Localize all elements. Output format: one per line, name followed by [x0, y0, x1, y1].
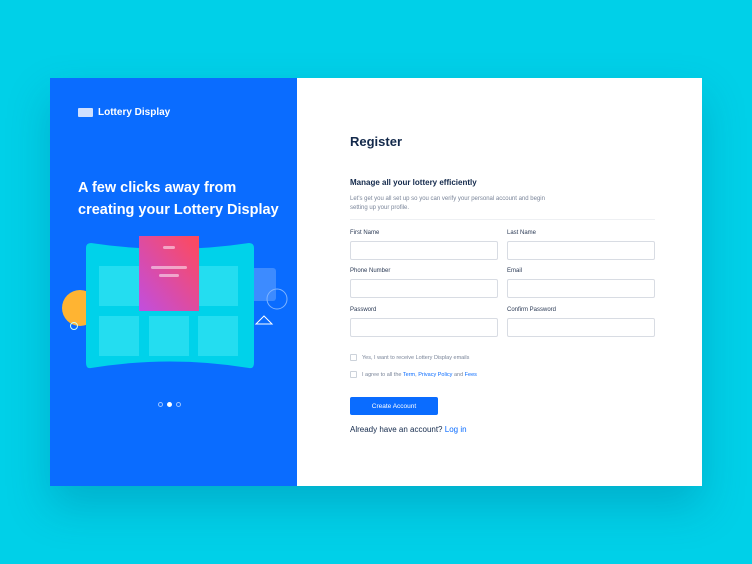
emails-checkbox[interactable] [350, 354, 357, 361]
emails-checkbox-label: Yes, I want to receive Lottery Display e… [362, 354, 470, 361]
terms-prefix: I agree to all the [362, 371, 402, 378]
phone-group: Phone Number [350, 268, 498, 298]
form-subtitle: Manage all your lottery efficiently [350, 178, 477, 187]
email-input[interactable] [507, 279, 655, 298]
confirm-password-group: Confirm Password [507, 307, 655, 337]
first-name-group: First Name [350, 230, 498, 260]
form-panel: Register Manage all your lottery efficie… [297, 78, 702, 486]
hero-panel: Lottery Display A few clicks away from c… [50, 78, 297, 486]
password-group: Password [350, 307, 498, 337]
illustration [62, 236, 288, 369]
confirm-password-label: Confirm Password [507, 307, 557, 313]
phone-input[interactable] [350, 279, 498, 298]
terms-label: I agree to all the Term, Privacy Policy … [362, 372, 477, 378]
terms-checkbox-row: I agree to all the Term, Privacy Policy … [350, 371, 477, 378]
email-label: Email [507, 268, 523, 274]
page-title: Register [350, 134, 403, 149]
privacy-link[interactable]: Privacy Policy [418, 371, 453, 378]
create-account-button[interactable]: Create Account [350, 397, 438, 415]
login-prompt-text: Already have an account? [350, 425, 443, 434]
form-description: Let's get you all set up so you can veri… [350, 196, 545, 211]
triangle-icon [254, 315, 274, 325]
last-name-group: Last Name [507, 230, 655, 260]
logo: Lottery Display [78, 107, 170, 118]
slide-indicator [158, 402, 181, 407]
confirm-password-input[interactable] [507, 318, 655, 337]
terms-sep: , [415, 371, 417, 378]
hero-headline: A few clicks away from creating your Lot… [78, 180, 279, 218]
terms-and: and [453, 371, 464, 378]
terms-checkbox[interactable] [350, 371, 357, 378]
email-group: Email [507, 268, 655, 298]
divider [350, 219, 655, 220]
term-link[interactable]: Term [402, 371, 416, 378]
first-name-input[interactable] [350, 241, 498, 260]
first-name-label: First Name [350, 230, 380, 236]
fees-link[interactable]: Fees [464, 371, 477, 378]
last-name-label: Last Name [507, 230, 537, 236]
last-name-input[interactable] [507, 241, 655, 260]
password-label: Password [350, 307, 377, 313]
register-card: Lottery Display A few clicks away from c… [50, 78, 702, 486]
slide-dot[interactable] [158, 402, 163, 407]
login-prompt: Already have an account? Log in [350, 425, 467, 434]
phone-label: Phone Number [350, 268, 391, 274]
login-link[interactable]: Log in [444, 425, 467, 434]
ticket-icon [78, 108, 93, 117]
slide-dot-active[interactable] [167, 402, 172, 407]
emails-checkbox-row: Yes, I want to receive Lottery Display e… [350, 354, 469, 361]
brand-name: Lottery Display [98, 107, 171, 118]
slide-dot[interactable] [176, 402, 181, 407]
password-input[interactable] [350, 318, 498, 337]
